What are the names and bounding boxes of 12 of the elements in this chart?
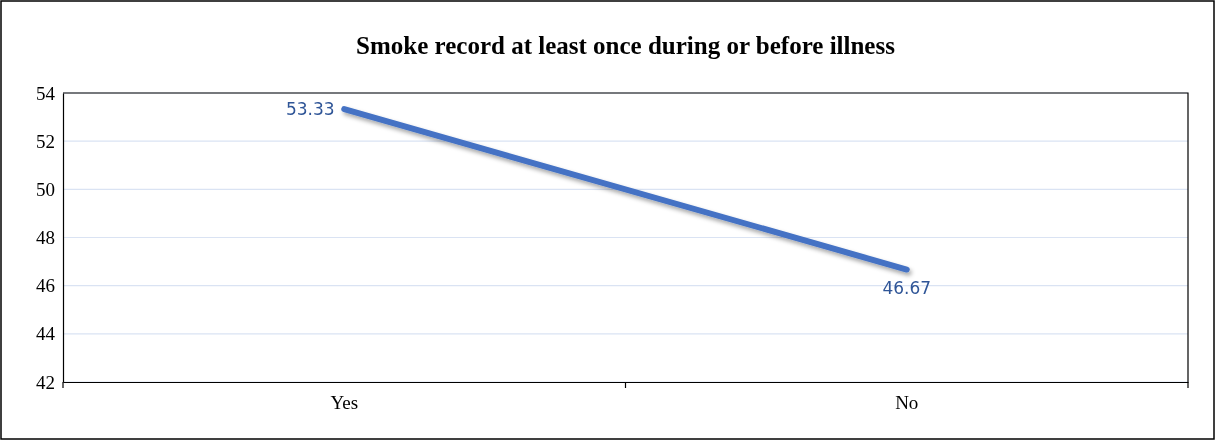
y-tick-label: 44	[36, 323, 56, 345]
data-label: 46.67	[882, 277, 932, 298]
x-tick-label: Yes	[330, 392, 359, 414]
x-tick-label: No	[895, 392, 919, 414]
y-tick-label: 50	[36, 178, 55, 200]
y-tick-label: 46	[36, 275, 55, 297]
chart-title: Smoke record at least once during or before illness	[356, 32, 896, 59]
data-label: 53.33	[285, 99, 335, 120]
y-tick-label: 54	[36, 82, 56, 104]
y-tick-label: 42	[36, 371, 55, 393]
y-tick-label: 48	[36, 227, 55, 249]
y-tick-label: 52	[36, 130, 55, 152]
